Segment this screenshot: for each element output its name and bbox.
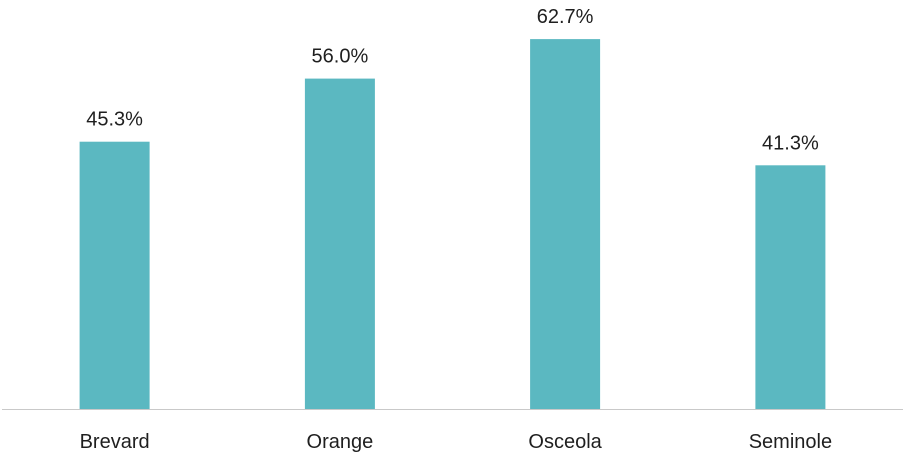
bar-orange bbox=[304, 78, 375, 409]
data-label-brevard: 45.3% bbox=[86, 109, 143, 131]
category-label-brevard: Brevard bbox=[80, 431, 150, 453]
bars-layer bbox=[79, 39, 826, 409]
category-label-orange: Orange bbox=[307, 431, 374, 453]
data-label-osceola: 62.7% bbox=[537, 6, 594, 28]
category-label-seminole: Seminole bbox=[749, 431, 832, 453]
bar-brevard bbox=[79, 141, 150, 409]
category-label-osceola: Osceola bbox=[528, 431, 602, 453]
category-labels-layer: Brevard Orange Osceola Seminole bbox=[80, 431, 833, 453]
bar-osceola bbox=[530, 39, 601, 409]
bar-seminole bbox=[755, 165, 826, 409]
data-label-seminole: 41.3% bbox=[762, 132, 819, 154]
data-labels-layer: 45.3% 56.0% 62.7% 41.3% bbox=[86, 6, 819, 154]
data-label-orange: 56.0% bbox=[312, 46, 369, 68]
